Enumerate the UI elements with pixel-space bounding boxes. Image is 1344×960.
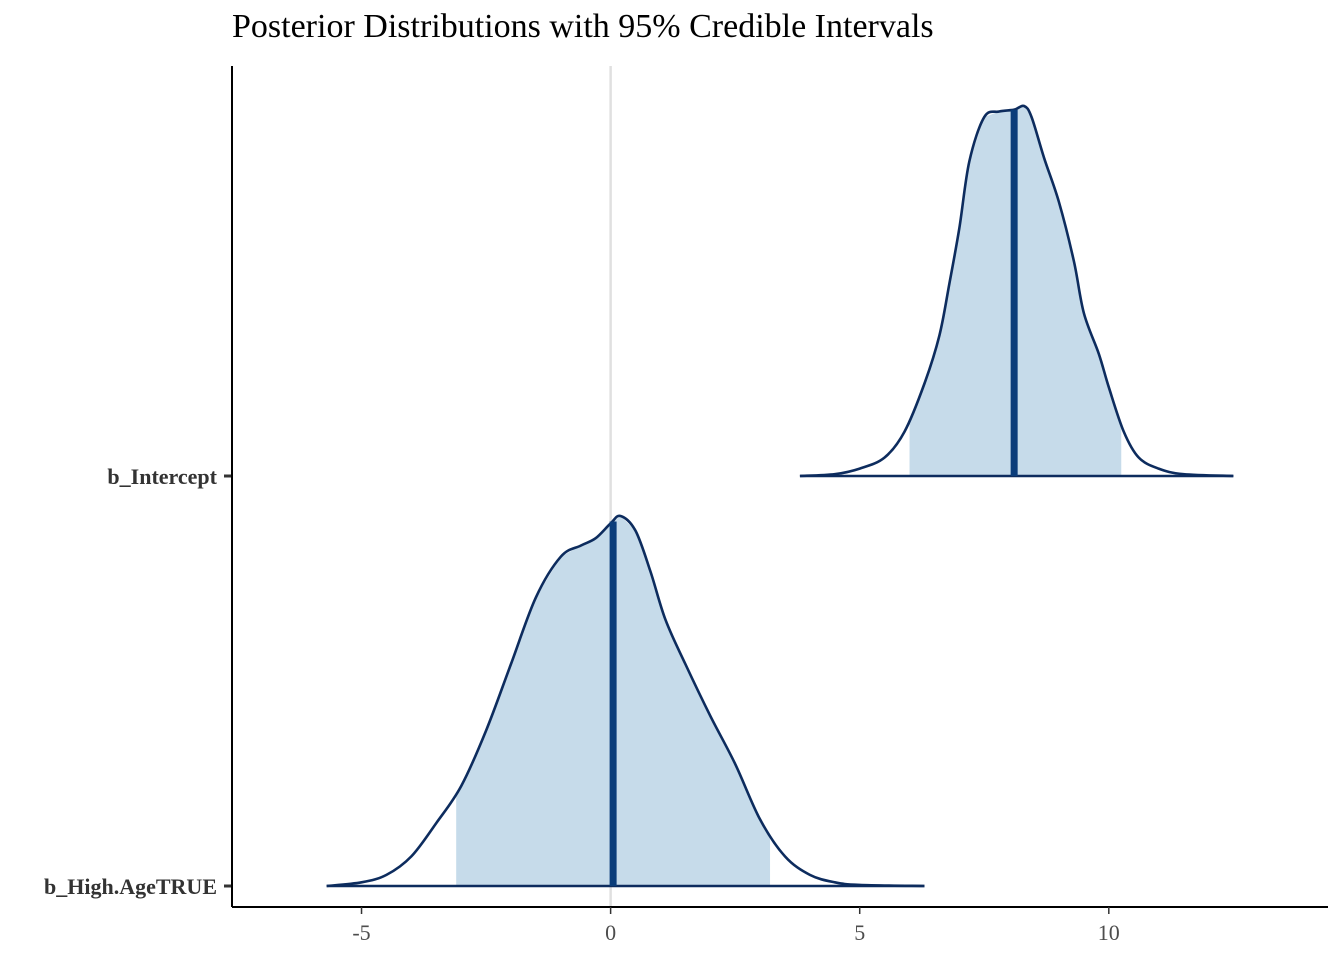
ridge-b-high-agetrue bbox=[326, 514, 925, 888]
x-tick-label: 5 bbox=[854, 920, 865, 945]
y-tick-label-b-intercept: b_Intercept bbox=[107, 464, 217, 489]
x-tick-label: 0 bbox=[605, 920, 616, 945]
x-tick-label: 10 bbox=[1098, 920, 1120, 945]
chart-title: Posterior Distributions with 95% Credibl… bbox=[232, 8, 934, 45]
y-tick-label-b-high-agetrue: b_High.AgeTRUE bbox=[44, 874, 217, 899]
x-tick-label: -5 bbox=[352, 920, 370, 945]
density-curve-b-high-agetrue bbox=[326, 514, 925, 888]
ridge-b-intercept bbox=[799, 104, 1234, 478]
density-curve-b-intercept bbox=[799, 104, 1234, 478]
